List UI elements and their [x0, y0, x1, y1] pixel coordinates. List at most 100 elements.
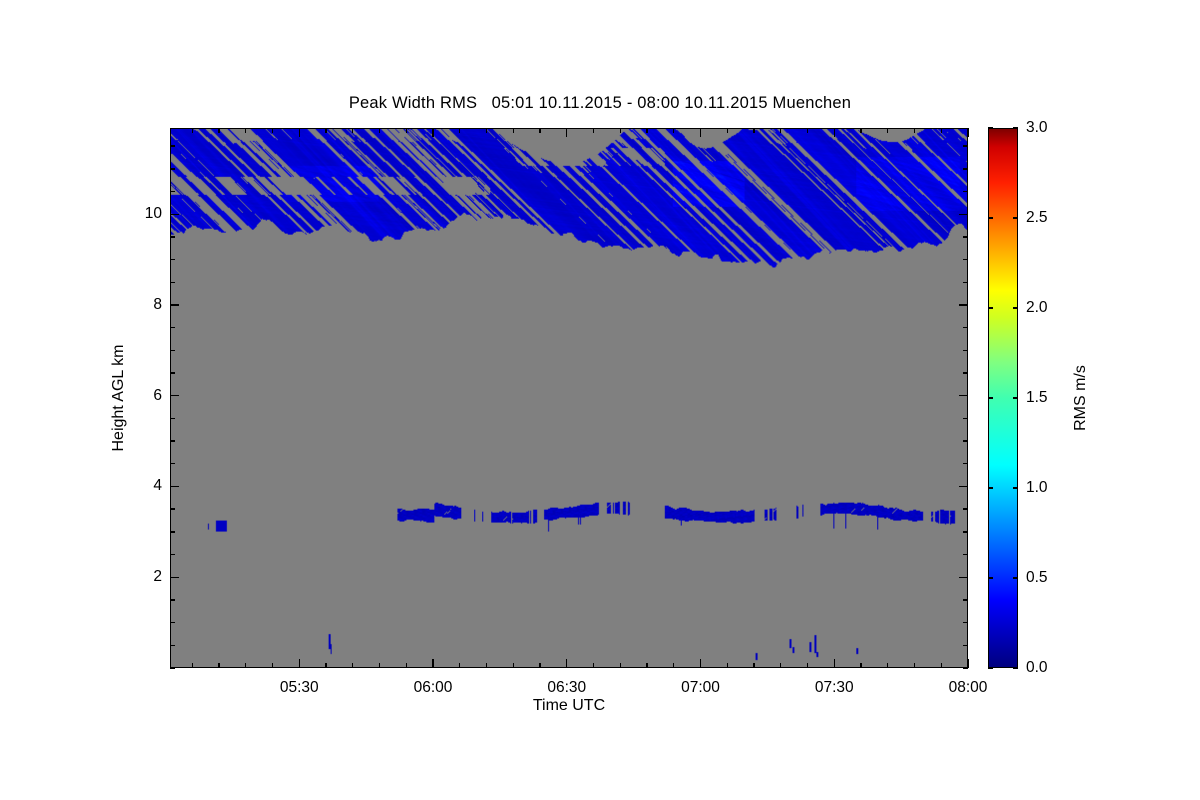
- y-axis-tick-major: [170, 213, 179, 215]
- x-axis-tick-minor: [913, 663, 916, 668]
- x-axis-tick-minor-top: [726, 128, 728, 133]
- y-axis-tick-minor: [170, 440, 175, 442]
- y-axis-tick-minor: [170, 463, 175, 465]
- x-axis-tick-label: 06:30: [547, 679, 587, 696]
- x-axis-tick-minor-top: [619, 128, 621, 133]
- colorbar-tick-label: 2.5: [1026, 209, 1048, 226]
- y-axis-tick-minor-right: [963, 621, 968, 624]
- y-axis-tick-major-right: [959, 213, 968, 215]
- x-axis-tick-minor: [940, 663, 942, 668]
- y-axis-tick-minor: [170, 258, 175, 261]
- y-axis-tick-major: [170, 395, 179, 397]
- y-axis-tick-label: 4: [153, 477, 162, 495]
- x-axis-label: Time UTC: [532, 697, 606, 714]
- x-axis-tick-major: [833, 659, 835, 668]
- colorbar-tick-label: 0.5: [1026, 569, 1048, 586]
- x-axis-tick-minor: [860, 663, 862, 668]
- x-axis-tick-major-top: [432, 128, 434, 137]
- y-axis-tick-minor-right: [963, 168, 968, 170]
- x-axis-tick-minor-top: [245, 128, 247, 133]
- x-axis-tick-minor: [646, 663, 648, 668]
- x-axis-tick-minor-top: [806, 128, 809, 133]
- x-axis-tick-minor: [218, 663, 220, 668]
- x-axis-tick-minor-top: [325, 128, 327, 133]
- y-axis-tick-major-right: [959, 485, 968, 488]
- colorbar-tick: [988, 577, 993, 579]
- colorbar-tick-right: [1013, 217, 1018, 219]
- x-axis-tick-minor-top: [780, 128, 782, 133]
- x-axis-tick-minor: [539, 663, 541, 668]
- x-axis-tick-minor: [887, 663, 889, 668]
- colorbar-tick-right: [1013, 577, 1018, 579]
- x-axis-tick-major: [967, 659, 969, 668]
- x-axis-tick-minor: [191, 663, 193, 668]
- y-axis-tick-minor: [170, 190, 175, 193]
- colorbar-tick-label: 0.0: [1026, 659, 1048, 676]
- y-axis-tick-minor: [170, 236, 175, 238]
- x-axis-tick-minor-top: [485, 128, 488, 133]
- colorbar-tick: [988, 667, 993, 669]
- y-axis-tick-minor: [170, 553, 175, 556]
- x-axis-tick-minor: [485, 663, 488, 668]
- x-axis-tick-major: [432, 659, 434, 668]
- x-axis-tick-major-top: [298, 128, 300, 137]
- y-axis-tick-minor-right: [963, 508, 968, 510]
- y-axis-tick-minor-right: [963, 372, 968, 374]
- colorbar-gradient: [989, 129, 1017, 667]
- y-axis-tick-minor: [170, 508, 175, 510]
- y-axis-tick-major: [170, 485, 179, 488]
- x-axis-tick-major: [699, 659, 702, 668]
- colorbar-tick: [988, 127, 993, 129]
- heatmap-plot-area: [170, 128, 968, 668]
- x-axis-tick-major-top: [699, 128, 702, 137]
- x-axis-tick-minor-top: [352, 128, 354, 133]
- y-axis-tick-minor-right: [963, 258, 968, 261]
- y-axis-tick-label: 2: [153, 568, 162, 586]
- colorbar-tick: [988, 307, 993, 309]
- x-axis-tick-minor-top: [459, 128, 461, 133]
- x-axis-tick-minor-top: [592, 128, 595, 133]
- y-axis-tick-label: 8: [153, 295, 162, 313]
- colorbar-tick-label: 2.0: [1026, 299, 1048, 316]
- x-axis-tick-minor-top: [218, 128, 220, 133]
- x-axis-tick-label: 06:00: [413, 679, 453, 696]
- y-axis-tick-minor-right: [963, 281, 968, 283]
- y-axis-tick-major-right: [959, 395, 968, 397]
- y-axis-tick-minor-right: [963, 349, 968, 352]
- colorbar-tick: [988, 397, 993, 399]
- y-axis-tick-minor: [170, 531, 175, 533]
- y-axis-tick-minor: [170, 326, 175, 329]
- y-axis-tick-major: [170, 304, 179, 306]
- x-axis-tick-minor: [806, 663, 809, 668]
- colorbar-tick-right: [1013, 127, 1018, 129]
- y-axis-label: Height AGL km: [110, 344, 127, 452]
- x-axis-tick-minor-top: [512, 128, 514, 133]
- y-axis-tick-minor-right: [963, 599, 968, 601]
- x-axis-tick-minor-top: [860, 128, 862, 133]
- x-axis-tick-minor-top: [539, 128, 541, 133]
- x-axis-tick-label: 08:00: [948, 679, 988, 696]
- y-axis-tick-minor-right: [963, 236, 968, 238]
- colorbar-tick-right: [1013, 487, 1018, 489]
- colorbar-tick: [988, 217, 993, 219]
- x-axis-tick-minor: [592, 663, 595, 668]
- x-axis-tick-minor: [673, 663, 675, 668]
- x-axis-tick-minor-top: [887, 128, 889, 133]
- y-axis-tick-minor-right: [963, 531, 968, 533]
- y-axis-tick-label: 6: [153, 386, 162, 404]
- y-axis-tick-major-right: [959, 304, 968, 306]
- colorbar-tick-label: 1.0: [1026, 479, 1048, 496]
- x-axis-tick-minor: [753, 663, 755, 668]
- y-axis-tick-minor-right: [963, 667, 968, 669]
- y-axis-tick-major-right: [959, 576, 968, 578]
- x-axis-tick-minor: [512, 663, 514, 668]
- heatmap-canvas: [171, 129, 967, 667]
- colorbar-tick-label: 3.0: [1026, 119, 1048, 136]
- x-axis-tick-label: 05:30: [279, 679, 319, 696]
- colorbar-tick-right: [1013, 667, 1018, 669]
- x-axis-tick-minor-top: [940, 128, 942, 133]
- x-axis-tick-major: [298, 659, 300, 668]
- x-axis-tick-minor: [619, 663, 621, 668]
- x-axis-tick-minor-top: [913, 128, 916, 133]
